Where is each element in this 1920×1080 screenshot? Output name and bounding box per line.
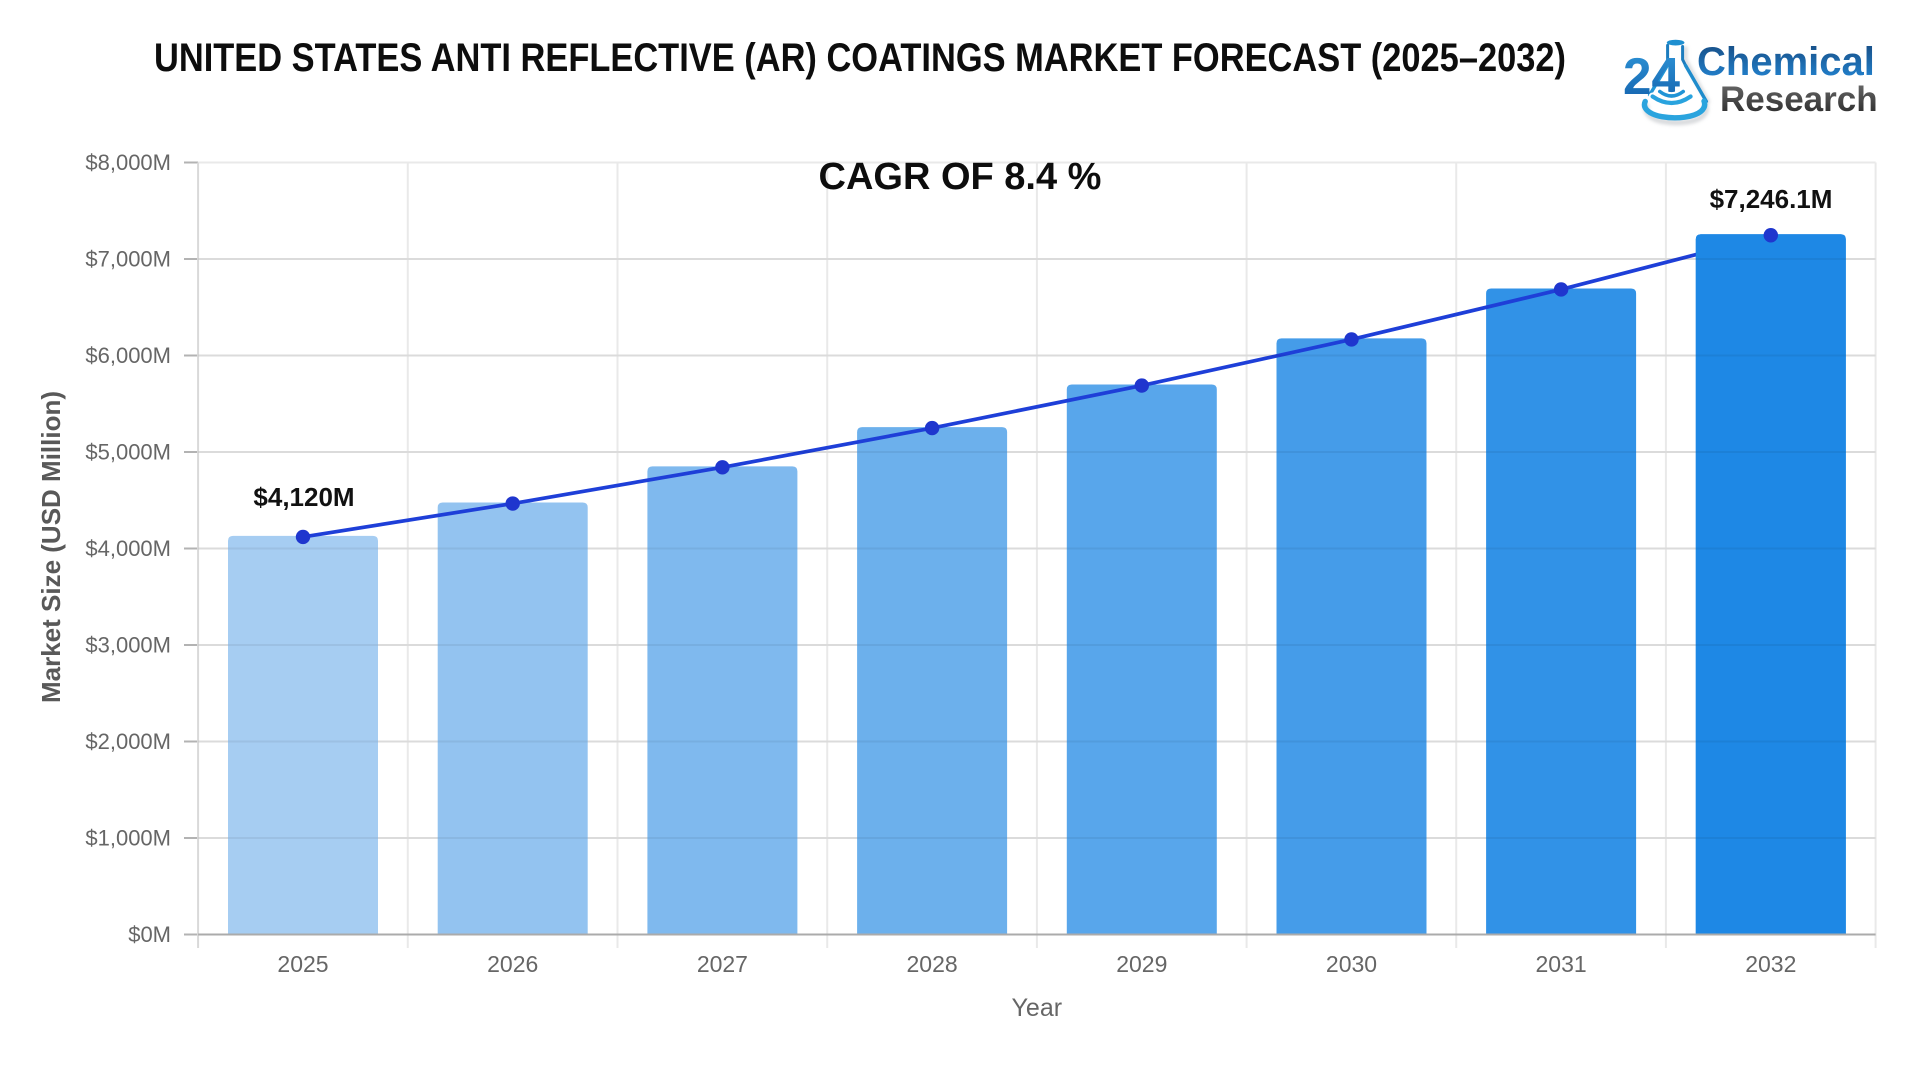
- svg-text:2031: 2031: [1536, 951, 1587, 977]
- svg-text:$2,000M: $2,000M: [85, 729, 171, 754]
- svg-text:$4,120M: $4,120M: [253, 482, 354, 512]
- svg-text:2026: 2026: [487, 951, 538, 977]
- svg-text:$6,000M: $6,000M: [85, 343, 171, 368]
- svg-text:$5,000M: $5,000M: [85, 440, 171, 465]
- svg-text:$1,000M: $1,000M: [85, 826, 171, 851]
- svg-text:Market Size (USD Million): Market Size (USD Million): [36, 391, 66, 703]
- svg-text:UNITED STATES ANTI REFLECTIVE: UNITED STATES ANTI REFLECTIVE (AR) COATI…: [154, 36, 1566, 80]
- svg-text:2028: 2028: [907, 951, 958, 977]
- svg-text:2027: 2027: [697, 951, 748, 977]
- svg-text:$7,246.1M: $7,246.1M: [1710, 184, 1833, 214]
- svg-text:2032: 2032: [1745, 951, 1796, 977]
- svg-text:$8,000M: $8,000M: [85, 150, 171, 175]
- svg-text:2029: 2029: [1116, 951, 1167, 977]
- svg-text:$7,000M: $7,000M: [85, 247, 171, 272]
- svg-text:Chemical: Chemical: [1697, 40, 1875, 84]
- svg-text:$0M: $0M: [128, 922, 171, 947]
- svg-text:$3,000M: $3,000M: [85, 633, 171, 658]
- svg-text:Year: Year: [1012, 994, 1063, 1022]
- svg-text:Research: Research: [1720, 80, 1878, 119]
- svg-text:2030: 2030: [1326, 951, 1377, 977]
- svg-text:CAGR OF 8.4 %: CAGR OF 8.4 %: [819, 156, 1102, 198]
- svg-text:$4,000M: $4,000M: [85, 536, 171, 561]
- svg-text:2025: 2025: [277, 951, 328, 977]
